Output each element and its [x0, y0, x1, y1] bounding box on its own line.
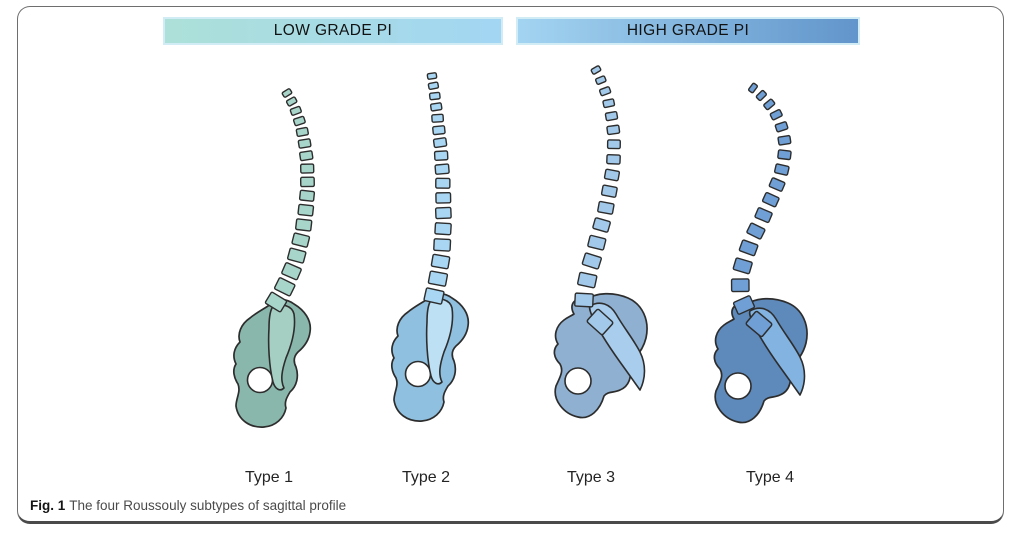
vertebra — [738, 239, 759, 257]
vertebral-column — [574, 65, 621, 308]
vertebra — [577, 271, 598, 289]
vertebra — [427, 81, 440, 91]
sacrum — [267, 304, 296, 391]
obturator-foramen — [724, 372, 752, 400]
vertebra — [763, 98, 776, 111]
vertebra — [435, 177, 451, 189]
high-grade-pi-label: HIGH GRADE PI — [626, 22, 750, 39]
vertebral-column — [423, 72, 452, 305]
vertebra — [587, 234, 607, 251]
vertebra — [777, 134, 792, 146]
vertebra — [434, 206, 452, 220]
vertebra — [574, 292, 594, 308]
vertebra — [431, 113, 445, 123]
vertebra — [428, 91, 441, 101]
vertebra — [430, 253, 451, 270]
vertebra — [777, 149, 792, 161]
vertebra — [299, 150, 314, 162]
vertebra — [432, 137, 448, 149]
vertebra — [426, 72, 438, 80]
spine-figure-type-3 — [553, 65, 648, 419]
vertebra — [289, 105, 302, 116]
obturator-foramen — [404, 360, 432, 388]
vertebra — [606, 153, 621, 165]
vertebra — [429, 102, 443, 112]
vertebral-column — [264, 88, 316, 313]
vertebral-column — [730, 82, 792, 315]
obturator-foramen — [564, 367, 592, 395]
vertebra — [597, 200, 615, 215]
type-2-label: Type 2 — [401, 469, 451, 486]
vertebra — [604, 110, 619, 122]
low-grade-pi-label: LOW GRADE PI — [273, 22, 393, 39]
vertebra — [602, 98, 616, 109]
sacral-segment — [745, 310, 773, 338]
sacral-segment — [586, 308, 614, 336]
vertebra — [603, 168, 621, 182]
vertebra — [295, 126, 309, 138]
vertebra — [761, 191, 780, 208]
pelvis — [232, 298, 312, 428]
spine-figure-type-2 — [390, 72, 470, 422]
vertebra — [434, 222, 452, 236]
figure-caption-text: The four Roussouly subtypes of sagittal … — [69, 498, 347, 513]
vertebra — [435, 191, 452, 204]
vertebra — [590, 65, 602, 75]
type-1-label: Type 1 — [244, 469, 294, 486]
vertebra — [423, 287, 445, 305]
vertebra — [264, 291, 288, 313]
vertebra — [433, 238, 452, 252]
vertebra — [285, 96, 298, 107]
sacrum — [425, 298, 454, 385]
vertebra — [598, 86, 612, 97]
vertebra — [273, 277, 296, 297]
vertebra — [592, 217, 611, 233]
vertebra — [433, 150, 449, 161]
high-grade-pi-header-bar: HIGH GRADE PI — [516, 17, 860, 45]
vertebra — [768, 177, 786, 192]
figure-caption: Fig. 1 The four Roussouly subtypes of sag… — [30, 498, 346, 513]
vertebra — [732, 257, 753, 275]
spine-figure-type-1 — [232, 88, 316, 428]
vertebra — [594, 75, 607, 85]
vertebra — [281, 88, 293, 98]
vertebra — [434, 163, 450, 175]
vertebra — [774, 121, 789, 133]
spine-figure-type-4 — [713, 82, 808, 424]
vertebra — [299, 163, 315, 174]
vertebra — [295, 218, 313, 232]
vertebra — [291, 232, 311, 248]
vertebra — [746, 222, 766, 240]
vertebra — [769, 109, 783, 121]
figure-frame — [17, 6, 1004, 524]
type-4-label: Type 4 — [745, 469, 795, 486]
pelvis — [390, 292, 470, 422]
vertebra — [297, 203, 315, 217]
vertebra — [606, 139, 621, 150]
vertebra — [298, 189, 316, 202]
vertebra — [748, 82, 758, 94]
vertebra — [427, 270, 449, 287]
type-3-label: Type 3 — [566, 469, 616, 486]
figure-caption-prefix: Fig. 1 — [30, 498, 66, 513]
vertebra — [432, 125, 446, 136]
vertebra — [581, 252, 602, 270]
vertebra — [773, 163, 790, 176]
vertebra — [299, 176, 315, 188]
vertebra — [600, 184, 618, 198]
vertebra — [281, 262, 302, 281]
obturator-foramen — [246, 366, 274, 394]
vertebra — [755, 89, 767, 102]
vertebra — [730, 278, 750, 293]
vertebra — [732, 295, 756, 315]
vertebra — [292, 115, 306, 127]
vertebra — [297, 138, 312, 149]
low-grade-pi-header-bar: LOW GRADE PI — [163, 17, 503, 45]
vertebra — [754, 207, 773, 224]
vertebra — [287, 247, 307, 264]
vertebra — [606, 124, 621, 136]
